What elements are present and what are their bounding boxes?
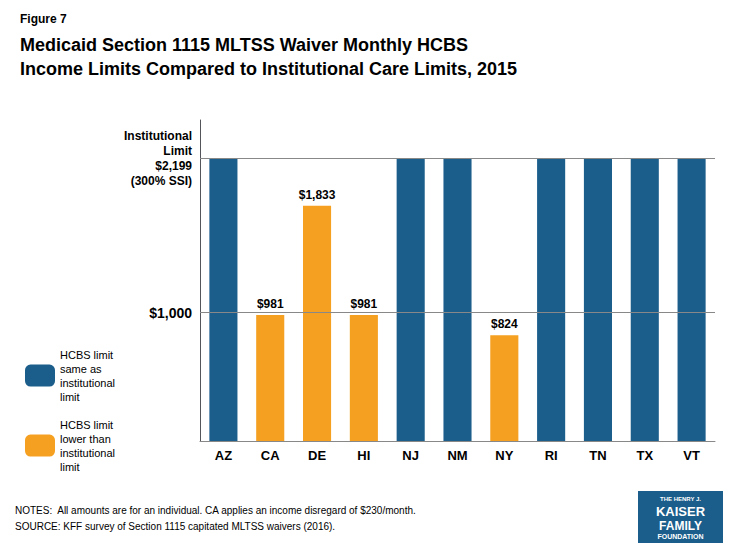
svg-text:NJ: NJ bbox=[402, 448, 419, 463]
svg-text:TX: TX bbox=[636, 448, 653, 463]
svg-text:TN: TN bbox=[589, 448, 606, 463]
svg-text:$981: $981 bbox=[351, 297, 378, 311]
svg-text:CA: CA bbox=[261, 448, 280, 463]
svg-text:$1,000: $1,000 bbox=[149, 305, 192, 321]
svg-text:VT: VT bbox=[683, 448, 700, 463]
svg-text:institutional: institutional bbox=[60, 447, 115, 459]
svg-text:Figure 7: Figure 7 bbox=[20, 12, 67, 26]
svg-text:Institutional: Institutional bbox=[124, 129, 192, 143]
svg-text:HI: HI bbox=[357, 448, 370, 463]
svg-text:HCBS limit: HCBS limit bbox=[60, 419, 113, 431]
svg-text:AZ: AZ bbox=[215, 448, 232, 463]
svg-text:institutional: institutional bbox=[60, 377, 115, 389]
svg-text:FAMILY: FAMILY bbox=[659, 519, 702, 533]
svg-text:NY: NY bbox=[495, 448, 513, 463]
svg-text:(300% SSI): (300% SSI) bbox=[131, 174, 192, 188]
svg-text:THE HENRY J.: THE HENRY J. bbox=[660, 496, 701, 502]
svg-text:HCBS limit: HCBS limit bbox=[60, 349, 113, 361]
svg-text:NOTES: All amounts are for an: NOTES: All amounts are for an individual… bbox=[15, 505, 416, 516]
svg-text:Medicaid Section 1115 MLTSS Wa: Medicaid Section 1115 MLTSS Waiver Month… bbox=[20, 35, 468, 55]
svg-text:limit: limit bbox=[60, 391, 80, 403]
svg-text:same as: same as bbox=[60, 363, 102, 375]
svg-text:$824: $824 bbox=[491, 317, 518, 331]
svg-text:$2,199: $2,199 bbox=[155, 159, 192, 173]
svg-text:RI: RI bbox=[545, 448, 558, 463]
svg-text:limit: limit bbox=[60, 461, 80, 473]
svg-text:SOURCE: KFF survey of Section: SOURCE: KFF survey of Section 1115 capit… bbox=[15, 521, 335, 532]
svg-text:lower than: lower than bbox=[60, 433, 111, 445]
svg-text:$981: $981 bbox=[257, 297, 284, 311]
svg-text:FOUNDATION: FOUNDATION bbox=[657, 533, 703, 540]
svg-text:DE: DE bbox=[308, 448, 326, 463]
svg-text:Income Limits Compared to Inst: Income Limits Compared to Institutional … bbox=[20, 59, 517, 79]
svg-text:Limit: Limit bbox=[163, 144, 192, 158]
svg-text:KAISER: KAISER bbox=[656, 504, 706, 519]
svg-text:NM: NM bbox=[447, 448, 467, 463]
svg-text:$1,833: $1,833 bbox=[299, 188, 336, 202]
